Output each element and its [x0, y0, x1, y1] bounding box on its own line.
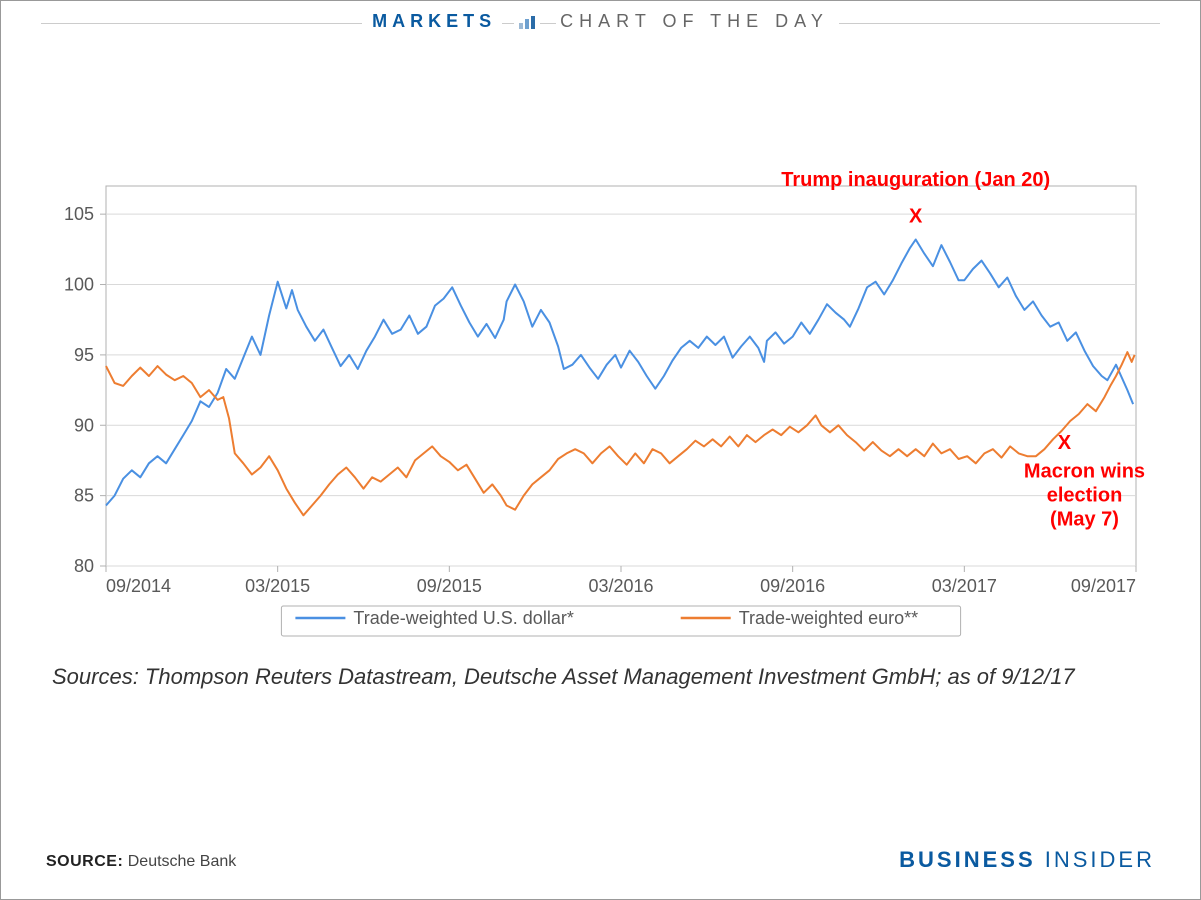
source-label: SOURCE:: [46, 853, 123, 870]
svg-text:90: 90: [74, 415, 94, 435]
svg-text:105: 105: [64, 204, 94, 224]
brand-light: INSIDER: [1045, 847, 1155, 872]
source-value: Deutsche Bank: [128, 853, 237, 870]
brand-logo: BUSINESS INSIDER: [899, 847, 1155, 873]
header: MARKETS CHART OF THE DAY: [1, 11, 1200, 32]
svg-text:Trade-weighted euro**: Trade-weighted euro**: [739, 608, 918, 628]
svg-text:Macron wins: Macron wins: [1024, 460, 1145, 482]
svg-text:Trump inauguration (Jan 20): Trump inauguration (Jan 20): [781, 169, 1050, 191]
svg-text:95: 95: [74, 345, 94, 365]
svg-text:Trade-weighted U.S. dollar*: Trade-weighted U.S. dollar*: [353, 608, 573, 628]
svg-text:03/2017: 03/2017: [932, 576, 997, 596]
footer-source: SOURCE: Deutsche Bank: [46, 853, 236, 871]
sources-text: Sources: Thompson Reuters Datastream, De…: [52, 664, 1156, 690]
header-cotd: CHART OF THE DAY: [556, 11, 839, 31]
bars-icon: [514, 16, 540, 30]
svg-text:X: X: [1058, 432, 1072, 454]
svg-text:03/2015: 03/2015: [245, 576, 310, 596]
chart-area: 80 85 90 95 100 105 09/2014 03/2015 09/2015 03/20…: [46, 166, 1156, 690]
svg-text:(May 7): (May 7): [1050, 508, 1119, 530]
chart-card: MARKETS CHART OF THE DAY 80 85 90 95 100 105 0…: [0, 0, 1201, 900]
svg-text:80: 80: [74, 556, 94, 576]
header-markets: MARKETS: [362, 11, 502, 31]
svg-text:X: X: [909, 206, 923, 228]
svg-text:100: 100: [64, 275, 94, 295]
brand-bold: BUSINESS: [899, 847, 1035, 872]
svg-text:election: election: [1047, 484, 1123, 506]
svg-text:09/2014: 09/2014: [106, 576, 171, 596]
svg-text:09/2017: 09/2017: [1071, 576, 1136, 596]
svg-text:03/2016: 03/2016: [588, 576, 653, 596]
svg-text:09/2016: 09/2016: [760, 576, 825, 596]
svg-text:85: 85: [74, 486, 94, 506]
line-chart: 80 85 90 95 100 105 09/2014 03/2015 09/2015 03/20…: [46, 166, 1146, 656]
svg-text:09/2015: 09/2015: [417, 576, 482, 596]
